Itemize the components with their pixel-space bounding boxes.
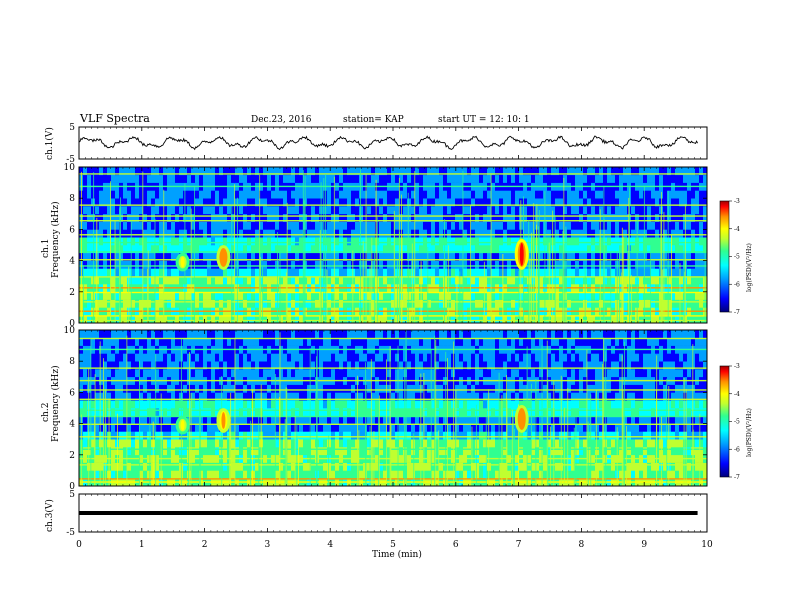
freq-tick-label: 6: [69, 388, 75, 398]
ch2-spectrogram: [79, 330, 708, 487]
freq-tick-label: 4: [69, 420, 75, 430]
time-axis-label: Time (min): [372, 549, 422, 560]
freq-tick-label: 0: [69, 319, 75, 329]
ch2-freq-axis-label-top: ch.2: [41, 403, 51, 422]
ch1-volt-axis-label: ch.1(V): [44, 127, 55, 160]
volt-tick-label: 5: [69, 123, 75, 133]
ch2-colorbar: -3 -4 -5 -6 -7 log(PSD)(V²/Hz): [719, 363, 753, 481]
ch1-freq-axis-label-top: ch.1: [41, 239, 51, 258]
time-tick-label: 10: [701, 540, 713, 550]
ch1-waveform-panel: [78, 126, 708, 160]
ch2-colorbar-label: log(PSD)(V²/Hz): [746, 408, 753, 457]
ch1-spectrogram: [79, 167, 708, 324]
freq-tick-label: 4: [69, 257, 75, 267]
freq-tick-label: 8: [69, 357, 75, 367]
colorbar-tick-label: -6: [734, 446, 740, 453]
freq-tick-label: 2: [69, 451, 75, 461]
freq-tick-label: 8: [69, 194, 75, 204]
date-label: Dec.23, 2016: [251, 115, 312, 125]
start-ut-label: start UT = 12: 10: 1: [438, 115, 530, 125]
colorbar-tick-label: -5: [734, 254, 740, 261]
ch1-waveform-line: [78, 135, 698, 151]
freq-tick-label: 10: [64, 326, 76, 336]
colorbar-tick-label: -7: [734, 309, 740, 316]
time-tick-label: 4: [327, 540, 333, 550]
time-tick-label: 6: [453, 540, 459, 550]
chart-title: VLF Spectra: [79, 112, 150, 125]
ch3-volt-axis-label: ch.3(V): [44, 499, 55, 532]
time-tick-label: 0: [76, 540, 82, 550]
time-tick-label: 9: [641, 540, 647, 550]
volt-tick-label: 5: [69, 490, 75, 500]
ch1-colorbar: -3 -4 -5 -6 -7 log(PSD)(V²/Hz): [719, 198, 753, 316]
ch2-freq-axis-label: Frequency (kHz): [50, 365, 61, 442]
time-tick-label: 5: [390, 540, 396, 550]
ch1-colorbar-label: log(PSD)(V²/Hz): [746, 243, 753, 292]
time-tick-label: 1: [139, 540, 145, 550]
time-tick-label: 2: [202, 540, 208, 550]
colorbar-tick-label: -4: [734, 391, 740, 398]
ch3-waveform-line: [79, 511, 698, 515]
time-tick-label: 7: [516, 540, 522, 550]
colorbar-tick-label: -7: [734, 474, 740, 481]
colorbar-tick-label: -4: [734, 226, 740, 233]
freq-tick-label: 2: [69, 288, 75, 298]
volt-tick-label: -5: [66, 155, 75, 165]
station-label: station= KAP: [343, 115, 404, 125]
colorbar-tick-label: -3: [734, 363, 740, 370]
colorbar-tick-label: -6: [734, 281, 740, 288]
colorbar-tick-label: -5: [734, 419, 740, 426]
volt-tick-label: -5: [66, 528, 75, 538]
ch1-freq-axis-label: Frequency (kHz): [50, 201, 61, 278]
freq-tick-label: 0: [69, 482, 75, 492]
colorbar-tick-label: -3: [734, 198, 740, 205]
freq-tick-label: 10: [64, 163, 76, 173]
time-tick-label: 3: [265, 540, 271, 550]
time-tick-label: 8: [579, 540, 585, 550]
freq-tick-label: 6: [69, 225, 75, 235]
